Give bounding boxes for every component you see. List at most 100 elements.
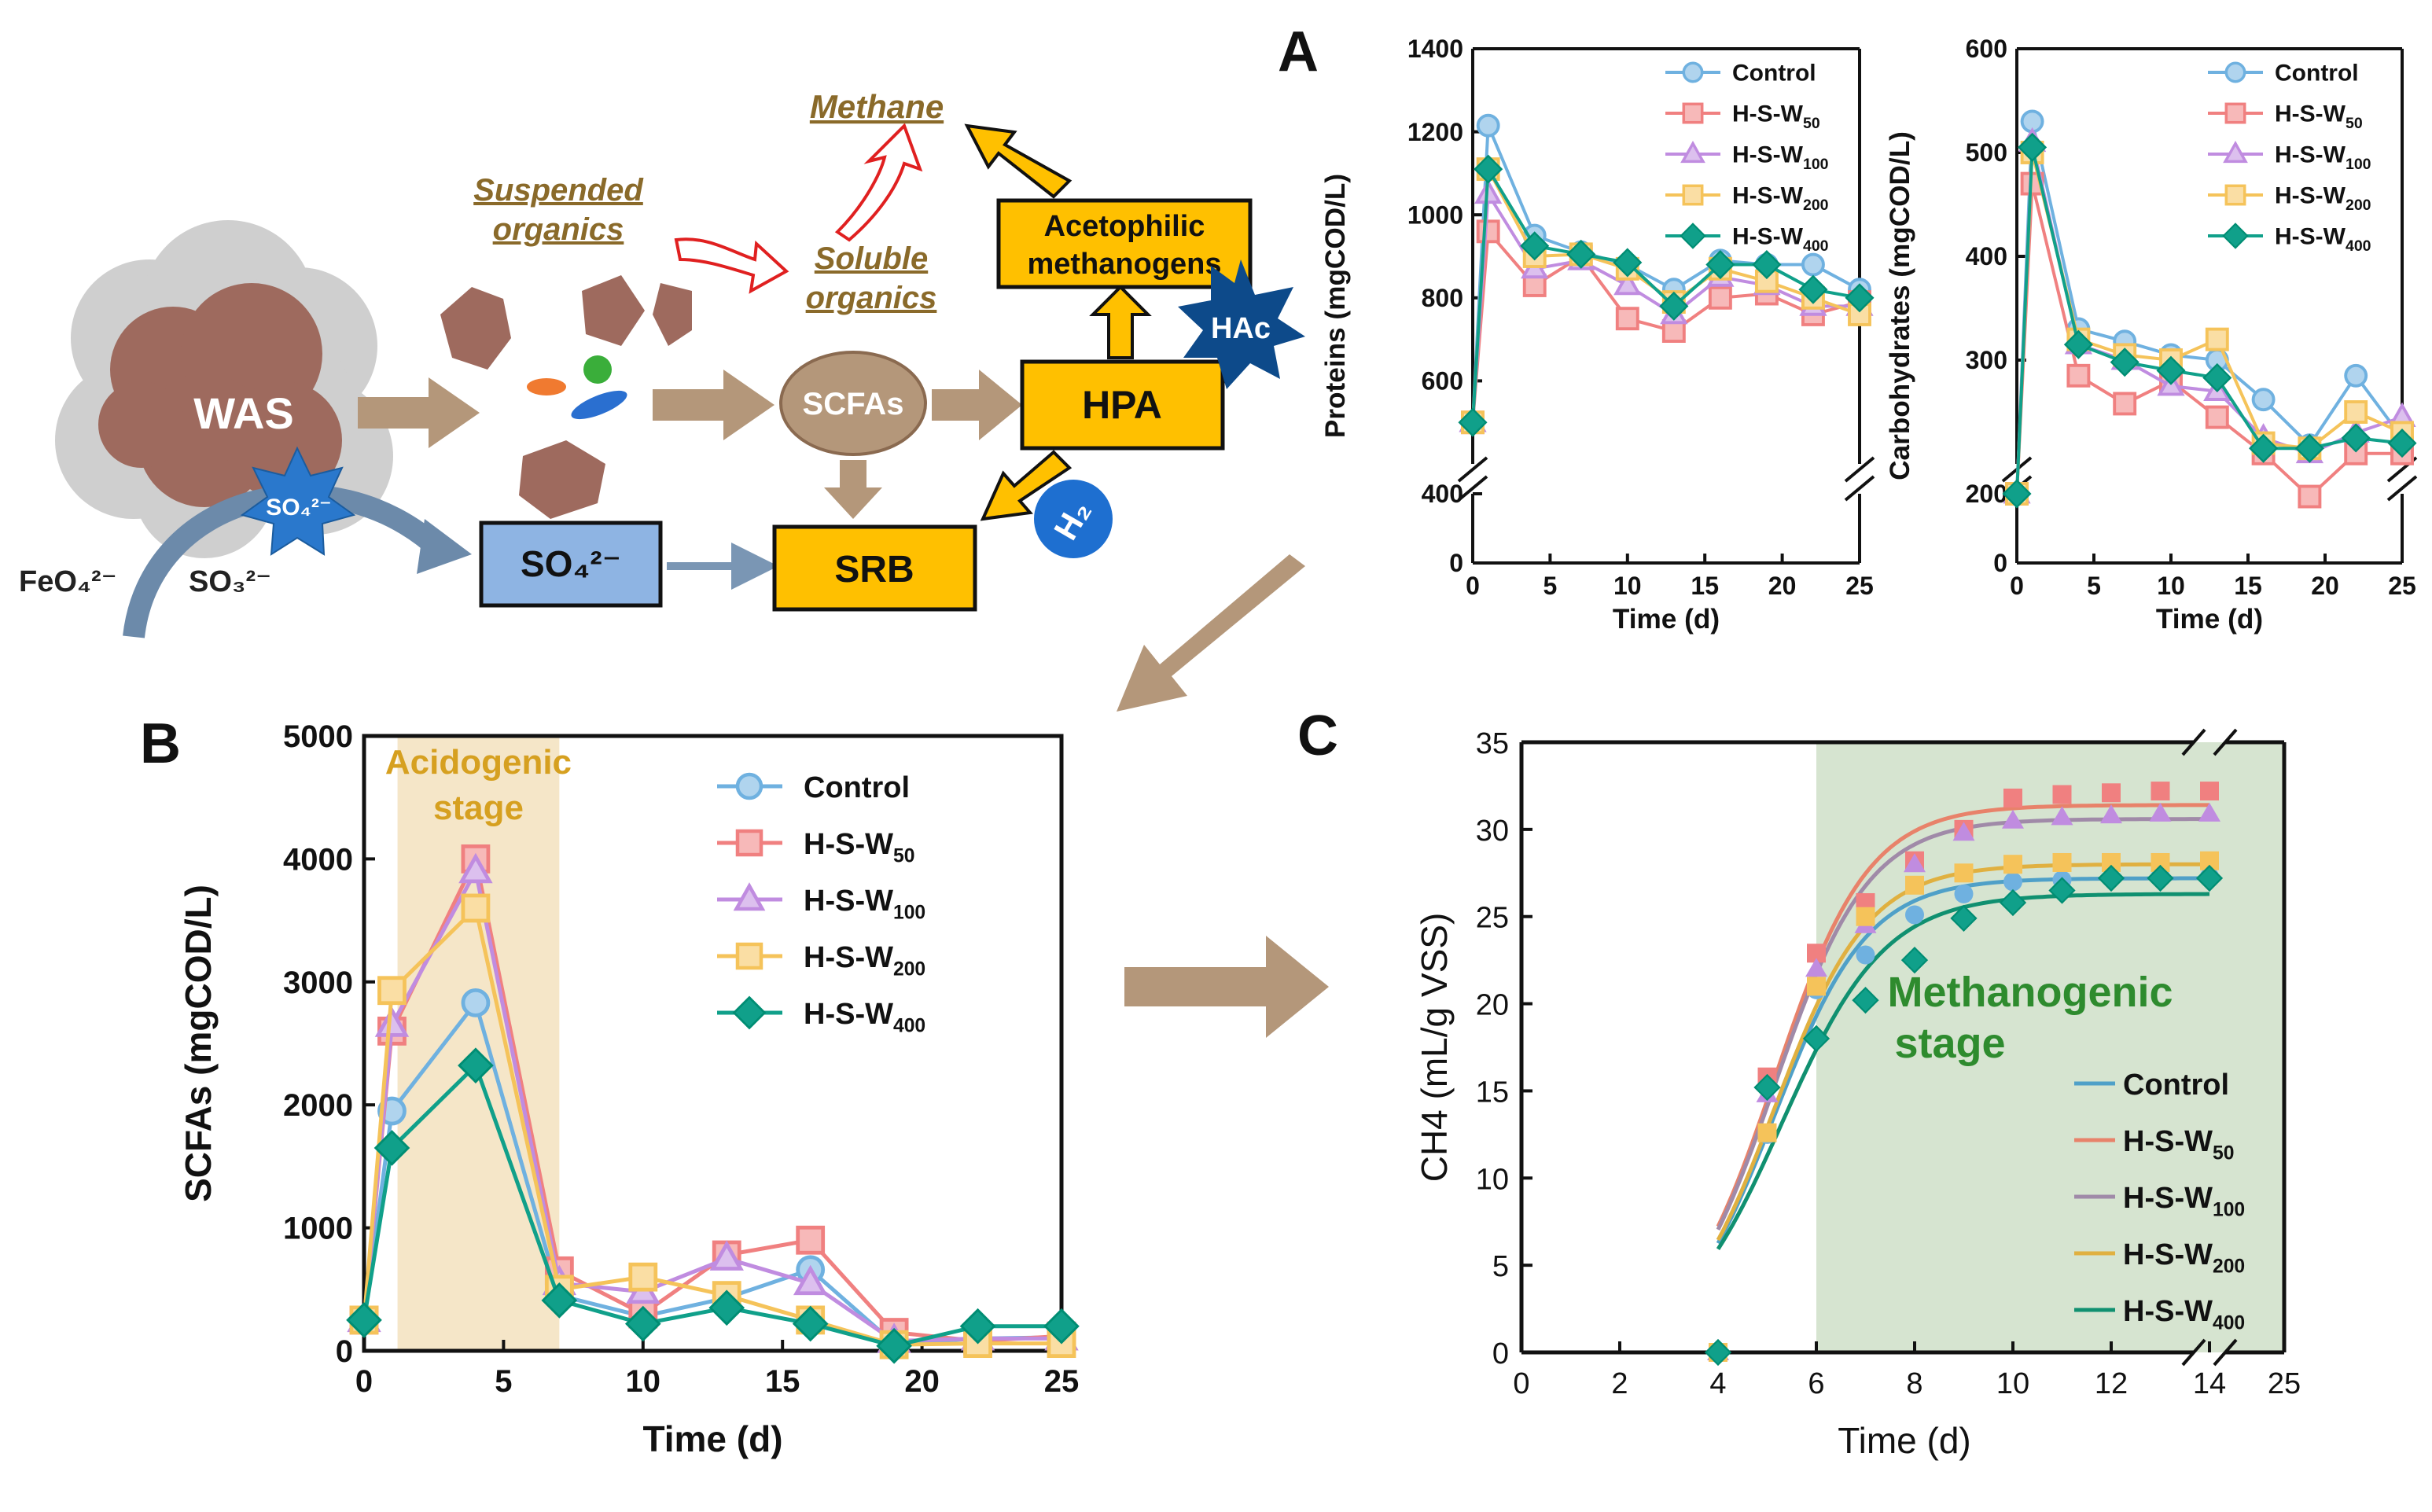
srb-box [772,524,977,612]
data-point-H-S-W100 [1613,270,1642,296]
y-tick-label: 400 [1966,242,2007,270]
legend-marker [1682,102,1704,124]
h2-circle [1034,480,1113,558]
x-tick-label: 20 [2311,572,2339,600]
legend-marker [1680,223,1706,249]
x-tick-label: 15 [765,1364,800,1399]
data-point-H-S-W400 [373,1130,410,1166]
data-point-H-S-W200 [1905,875,1924,895]
y-tick-label: 15 [1476,1076,1509,1109]
data-point-H-S-W400 [1474,154,1503,184]
arrow-acetophilic-methane [964,123,1073,199]
data-point-H-S-W400 [1950,904,1978,933]
legend-label-0: Control [2275,61,2359,86]
methanogenic-label-l2: stage [1894,1020,2005,1067]
acetophilic-box [996,198,1253,289]
legend-label-2: H-S-W100 [804,885,925,924]
data-point-H-S-W400 [2195,864,2224,892]
was-label: WAS [193,388,294,438]
y-tick-label: 1000 [1407,200,1463,229]
data-point-H-S-W100 [2002,809,2024,829]
data-point-H-S-W100 [2198,802,2220,822]
chart-scfas: Acidogenic stage 0 5 10 15 20 25 0 1000 2000 3000 40… [178,719,1080,1459]
arrow-fragments-scfas [653,370,774,440]
y-tick-label: 500 [1966,138,2007,167]
legend-label-2: H-S-W100 [2275,142,2371,173]
legend-label-2: H-S-W100 [2123,1182,2245,1221]
data-point-H-S-W100 [2100,804,2122,824]
data-point-H-S-W400 [624,1305,661,1342]
data-point-Control [1856,945,1875,965]
y-tick-label: 600 [1966,35,2007,63]
legend-label-1: H-S-W50 [2123,1125,2234,1164]
y-tick-label: 1000 [283,1212,353,1246]
y-tick-label: 3000 [283,966,353,1000]
so3-label: SO₃²⁻ [189,565,271,598]
hpa-box [1020,359,1225,451]
suspended-organics-l2: organics [493,212,624,247]
data-point-H-S-W400 [1852,987,1879,1014]
data-point-H-S-W400 [2294,433,2324,463]
data-point-H-S-W50 [2200,782,2219,801]
axis-break-1 [1844,456,1875,483]
series-line-H-S-W400 [2015,146,2403,495]
data-point-Control [2003,872,2022,892]
legend-marker [2224,184,2246,206]
data-point-H-S-W400 [458,1047,494,1083]
soluble-organics-l1: Soluble [815,241,928,276]
arrow-to-panel-b [1117,554,1305,712]
y-tick-label: 0 [1449,549,1463,577]
data-point-H-S-W50 [796,1225,826,1255]
arrow-was-fragments [358,377,480,448]
y-tick-label: 35 [1476,727,1509,760]
data-point-Control [2344,363,2368,388]
data-point-H-S-W400 [1043,1308,1080,1345]
axis-break-0 [2213,1338,2238,1367]
red-arrow-soluble-methane [834,123,923,242]
fit-curve-H-S-W50 [1716,803,2209,1227]
data-point-H-S-W100 [1904,853,1926,873]
data-point-H-S-W400 [2147,864,2174,892]
x-tick-label: 25 [2268,1367,2301,1400]
was-cloud [55,220,393,558]
arrow-scfas-hpa [932,370,1022,440]
acetophilic-l2: methanogens [1027,248,1221,281]
y-axis-label: Carbohydrates (mgCOD/L) [1885,131,1915,480]
legend-label-3: H-S-W200 [1732,183,1829,214]
y-tick-label: 2000 [283,1088,353,1123]
x-tick-label: 15 [1691,572,1719,600]
axis-break-1 [2213,728,2238,756]
schematic: WAS FeO₄²⁻ SO₃²⁻ SO₄²⁻ Suspended organic… [19,88,1305,638]
legend-marker [1682,61,1704,83]
data-point-H-S-W100 [2051,806,2073,826]
x-tick-label: 10 [626,1364,661,1399]
data-point-H-S-W100 [1952,822,1975,841]
data-point-Control [1905,905,1924,925]
feo4-label: FeO₄²⁻ [19,565,117,598]
particle-orange [527,378,566,395]
axis-break-0 [1457,456,1488,483]
y-tick-label: 30 [1476,815,1509,848]
so4-star-label: SO₄²⁻ [266,495,331,521]
legend-label-0: Control [804,771,910,804]
data-point-H-S-W200 [377,976,407,1006]
y-tick-label: 800 [1422,284,1463,312]
y-tick-label: 25 [1476,902,1509,935]
legend-label-0: Control [2123,1069,2229,1102]
so4-star [240,446,356,556]
hac-star [1178,259,1305,389]
arrow-hpa-srb [980,450,1073,521]
y-axis-label: Proteins (mgCOD/L) [1320,174,1351,438]
x-tick-label: 8 [1906,1367,1922,1400]
data-point-H-S-W50 [1476,219,1500,244]
data-point-H-S-W400 [2341,423,2371,453]
axis-break-1 [2386,475,2418,502]
methanogenic-label-l1: Methanogenic [1887,969,2173,1016]
arrow-scfas-srb [824,460,882,519]
y-axis-label: SCFAs (mgCOD/L) [178,885,219,1202]
y-tick-label: 1400 [1407,35,1463,63]
data-point-H-S-W100 [2149,802,2172,822]
y-tick-label: 5 [1492,1250,1509,1283]
legend-marker [732,995,767,1030]
x-tick-label: 20 [904,1364,940,1399]
